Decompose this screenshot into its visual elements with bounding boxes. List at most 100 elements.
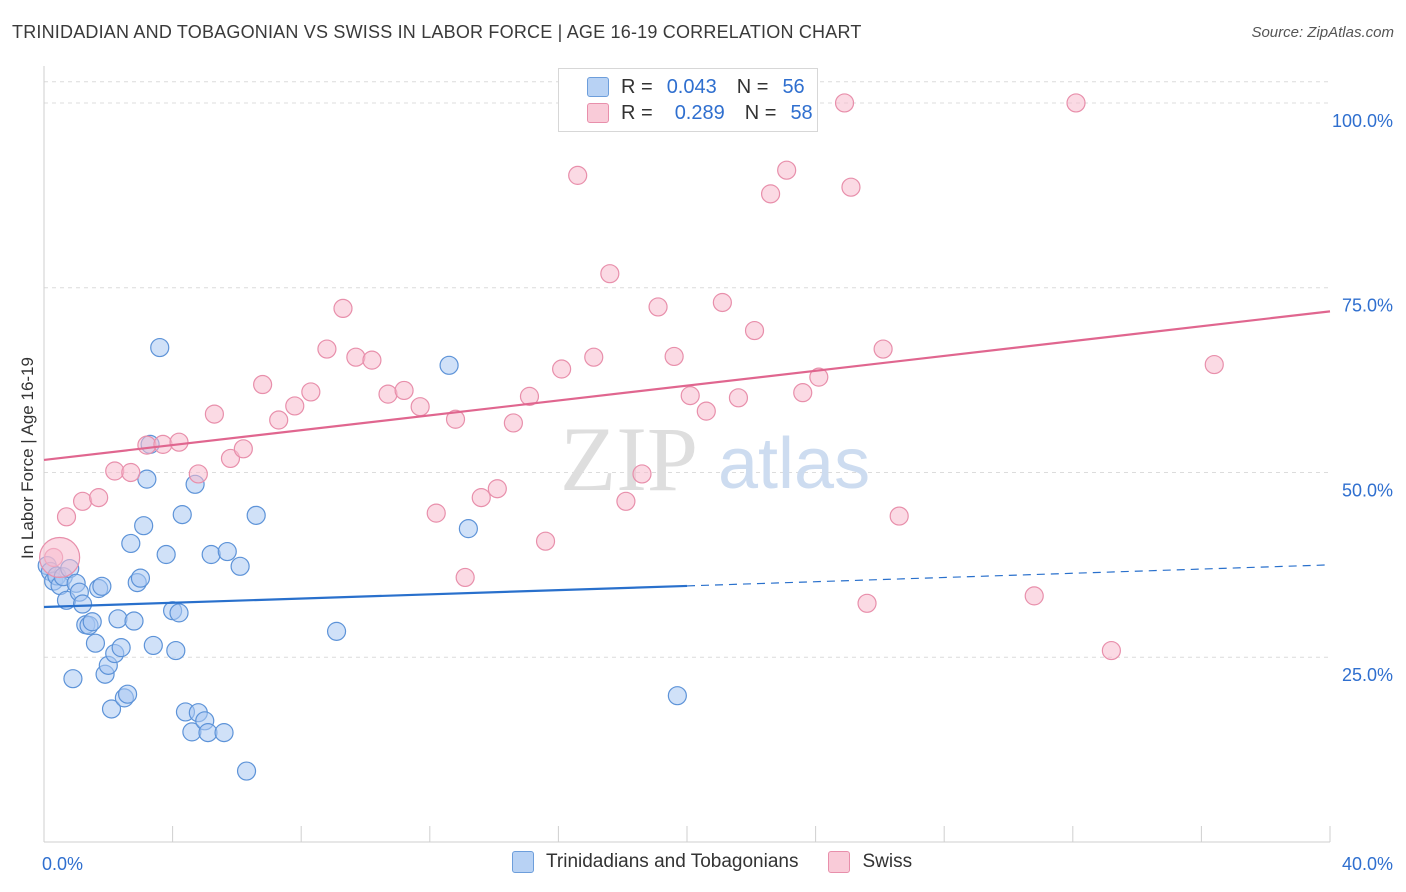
y-tick-label: 75.0% xyxy=(1342,296,1393,316)
data-point xyxy=(471,488,491,508)
data-point xyxy=(889,506,909,526)
source-label: Source: ZipAtlas.com xyxy=(1251,24,1394,41)
data-point xyxy=(632,464,652,484)
y-tick-label: 100.0% xyxy=(1332,111,1393,131)
series-trinidadians xyxy=(37,337,687,781)
data-point xyxy=(1066,93,1086,113)
data-point xyxy=(458,519,478,539)
series-swiss xyxy=(39,93,1224,661)
trendline-trinidadians xyxy=(43,584,688,609)
data-point xyxy=(841,177,861,197)
data-point xyxy=(169,603,189,623)
data-point xyxy=(143,635,163,656)
tick-labels: 25.0% 50.0% 75.0% 100.0% 0.0% 40.0% xyxy=(42,111,1393,874)
data-point xyxy=(487,479,507,499)
series-legend: Trinidadians and Tobagonians Swiss xyxy=(512,851,942,873)
data-point xyxy=(568,165,588,185)
data-point xyxy=(72,594,93,614)
data-point xyxy=(101,699,122,719)
blue-swatch xyxy=(587,77,609,97)
data-point xyxy=(117,684,138,704)
data-point xyxy=(105,461,125,481)
legend-label: Trinidadians and Tobagonians xyxy=(546,851,799,872)
legend-item-swiss[interactable]: Swiss xyxy=(828,851,912,873)
stats-legend: R = 0.043 N = 56 R = 0.289 N = 58 xyxy=(558,68,818,132)
data-point xyxy=(72,491,93,511)
data-point xyxy=(253,374,273,395)
data-point xyxy=(108,609,128,629)
trendline-swiss xyxy=(43,310,1331,462)
n-label: N = xyxy=(744,101,777,124)
data-point xyxy=(616,491,636,511)
data-point xyxy=(172,505,192,525)
data-point xyxy=(503,413,523,433)
data-point xyxy=(198,723,218,743)
r-label: R = xyxy=(621,101,653,124)
data-point xyxy=(1204,354,1224,375)
data-point xyxy=(1024,586,1044,606)
data-point xyxy=(744,320,765,341)
data-point xyxy=(85,633,106,653)
data-point xyxy=(455,567,475,588)
pink-swatch xyxy=(587,103,609,123)
data-point xyxy=(648,297,668,317)
data-point xyxy=(519,386,540,406)
data-point xyxy=(156,544,176,565)
data-point xyxy=(111,638,131,658)
data-point xyxy=(246,505,266,525)
legend-swatch-blue xyxy=(512,851,534,873)
data-point xyxy=(552,359,572,379)
legend-item-trinidadians[interactable]: Trinidadians and Tobagonians xyxy=(512,851,798,873)
data-point xyxy=(124,611,144,631)
data-point xyxy=(1101,640,1121,661)
data-point xyxy=(410,397,430,417)
data-point xyxy=(439,355,459,375)
legend-swatch-pink xyxy=(828,851,851,873)
data-point xyxy=(326,621,347,641)
n-value: 56 xyxy=(782,75,805,98)
data-point xyxy=(728,388,749,408)
legend-label: Swiss xyxy=(862,851,913,872)
n-label: N = xyxy=(736,75,769,98)
data-point xyxy=(346,347,366,367)
data-point xyxy=(233,439,253,459)
data-point xyxy=(56,507,77,527)
data-point xyxy=(378,384,398,404)
data-point xyxy=(130,568,151,588)
data-point xyxy=(134,516,154,536)
x-tick-label-max: 40.0% xyxy=(1342,854,1393,874)
data-point xyxy=(793,383,813,403)
trendlines xyxy=(43,310,1331,609)
data-point xyxy=(92,576,112,596)
data-point xyxy=(269,410,289,430)
data-point xyxy=(696,401,716,421)
data-point xyxy=(188,464,208,484)
y-axis-label: In Labor Force | Age 16-19 xyxy=(18,357,37,559)
data-point xyxy=(362,350,382,370)
data-point xyxy=(600,264,620,284)
data-point xyxy=(834,93,855,113)
data-point xyxy=(220,448,241,469)
data-point xyxy=(760,184,781,204)
trendline-trinidadians-dashed xyxy=(686,564,1331,587)
data-point xyxy=(712,292,732,313)
r-value: 0.289 xyxy=(674,101,725,124)
data-point xyxy=(230,556,250,576)
data-point xyxy=(150,337,170,358)
stats-row-trinidadians: R = 0.043 N = 56 xyxy=(587,74,805,100)
axes xyxy=(43,66,1331,843)
n-value: 58 xyxy=(790,101,813,124)
data-point xyxy=(214,723,234,743)
data-point xyxy=(137,435,157,455)
data-point xyxy=(857,593,877,613)
chart-title: TRINIDADIAN AND TOBAGONIAN VS SWISS IN L… xyxy=(12,22,862,42)
data-point-large xyxy=(39,536,81,579)
data-point xyxy=(535,531,556,551)
data-point xyxy=(301,382,321,402)
data-point xyxy=(82,612,102,632)
data-point xyxy=(394,380,414,401)
r-label: R = xyxy=(621,75,653,98)
data-point xyxy=(169,432,189,452)
data-point xyxy=(201,544,221,565)
